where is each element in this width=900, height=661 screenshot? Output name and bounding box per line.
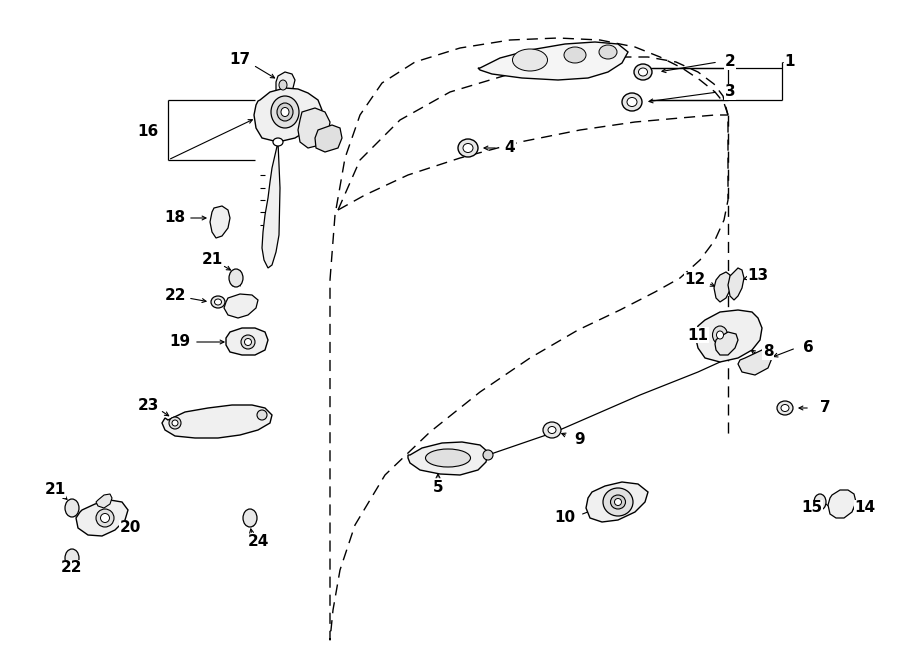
Polygon shape <box>714 272 732 302</box>
Polygon shape <box>162 405 272 438</box>
Ellipse shape <box>599 45 617 59</box>
Ellipse shape <box>281 108 289 116</box>
Text: 21: 21 <box>44 483 66 498</box>
Ellipse shape <box>65 549 79 567</box>
Ellipse shape <box>214 299 221 305</box>
Polygon shape <box>96 494 112 508</box>
Polygon shape <box>728 268 744 300</box>
Polygon shape <box>210 206 230 238</box>
Text: 12: 12 <box>684 272 706 288</box>
Ellipse shape <box>781 405 789 412</box>
Ellipse shape <box>271 96 299 128</box>
Ellipse shape <box>564 47 586 63</box>
Ellipse shape <box>169 417 181 429</box>
Text: 6: 6 <box>803 340 814 356</box>
Ellipse shape <box>603 488 633 516</box>
Polygon shape <box>315 125 342 152</box>
Text: 1: 1 <box>785 54 796 69</box>
Text: 18: 18 <box>165 210 185 225</box>
Text: 15: 15 <box>801 500 823 516</box>
Text: 10: 10 <box>554 510 576 525</box>
Polygon shape <box>276 72 295 98</box>
Text: 23: 23 <box>138 397 158 412</box>
Polygon shape <box>76 500 128 536</box>
Ellipse shape <box>622 93 642 111</box>
Ellipse shape <box>241 335 255 349</box>
Ellipse shape <box>634 64 652 80</box>
Ellipse shape <box>229 269 243 287</box>
Ellipse shape <box>279 80 287 90</box>
Polygon shape <box>478 42 628 80</box>
Ellipse shape <box>273 138 283 146</box>
Ellipse shape <box>463 143 473 153</box>
Ellipse shape <box>96 509 114 527</box>
Ellipse shape <box>426 449 471 467</box>
Ellipse shape <box>543 422 561 438</box>
Text: 22: 22 <box>164 288 185 303</box>
Ellipse shape <box>615 498 622 506</box>
Ellipse shape <box>245 338 251 346</box>
Ellipse shape <box>512 49 547 71</box>
Polygon shape <box>695 310 762 362</box>
Polygon shape <box>262 142 280 268</box>
Text: 13: 13 <box>747 268 769 282</box>
Ellipse shape <box>172 420 178 426</box>
Ellipse shape <box>610 495 626 509</box>
Ellipse shape <box>716 331 724 339</box>
Ellipse shape <box>548 426 556 434</box>
Text: 16: 16 <box>138 124 158 139</box>
Text: 11: 11 <box>688 327 708 342</box>
Ellipse shape <box>277 103 293 121</box>
Text: 19: 19 <box>169 334 191 350</box>
Polygon shape <box>298 108 330 148</box>
Ellipse shape <box>483 450 493 460</box>
Ellipse shape <box>627 98 637 106</box>
Polygon shape <box>715 332 738 355</box>
Ellipse shape <box>638 68 647 76</box>
Text: 4: 4 <box>505 141 516 155</box>
Text: 7: 7 <box>820 401 831 416</box>
Polygon shape <box>586 482 648 522</box>
Polygon shape <box>738 350 772 375</box>
Polygon shape <box>224 294 258 318</box>
Ellipse shape <box>713 326 727 344</box>
Text: 22: 22 <box>61 561 83 576</box>
Ellipse shape <box>814 494 826 510</box>
Text: 9: 9 <box>575 432 585 447</box>
Text: 24: 24 <box>248 535 269 549</box>
Text: 14: 14 <box>854 500 876 516</box>
Polygon shape <box>254 88 322 142</box>
Text: 2: 2 <box>724 54 735 69</box>
Polygon shape <box>226 328 268 355</box>
Polygon shape <box>828 490 856 518</box>
Text: 8: 8 <box>762 344 773 360</box>
Text: 17: 17 <box>230 52 250 67</box>
Text: 3: 3 <box>724 85 735 100</box>
Ellipse shape <box>243 509 257 527</box>
Ellipse shape <box>101 514 110 522</box>
Ellipse shape <box>257 410 267 420</box>
Text: 20: 20 <box>120 520 140 535</box>
Ellipse shape <box>65 499 79 517</box>
Ellipse shape <box>458 139 478 157</box>
Text: 5: 5 <box>433 481 444 496</box>
Text: 21: 21 <box>202 253 222 268</box>
Polygon shape <box>408 442 488 475</box>
Ellipse shape <box>777 401 793 415</box>
Ellipse shape <box>211 296 225 308</box>
